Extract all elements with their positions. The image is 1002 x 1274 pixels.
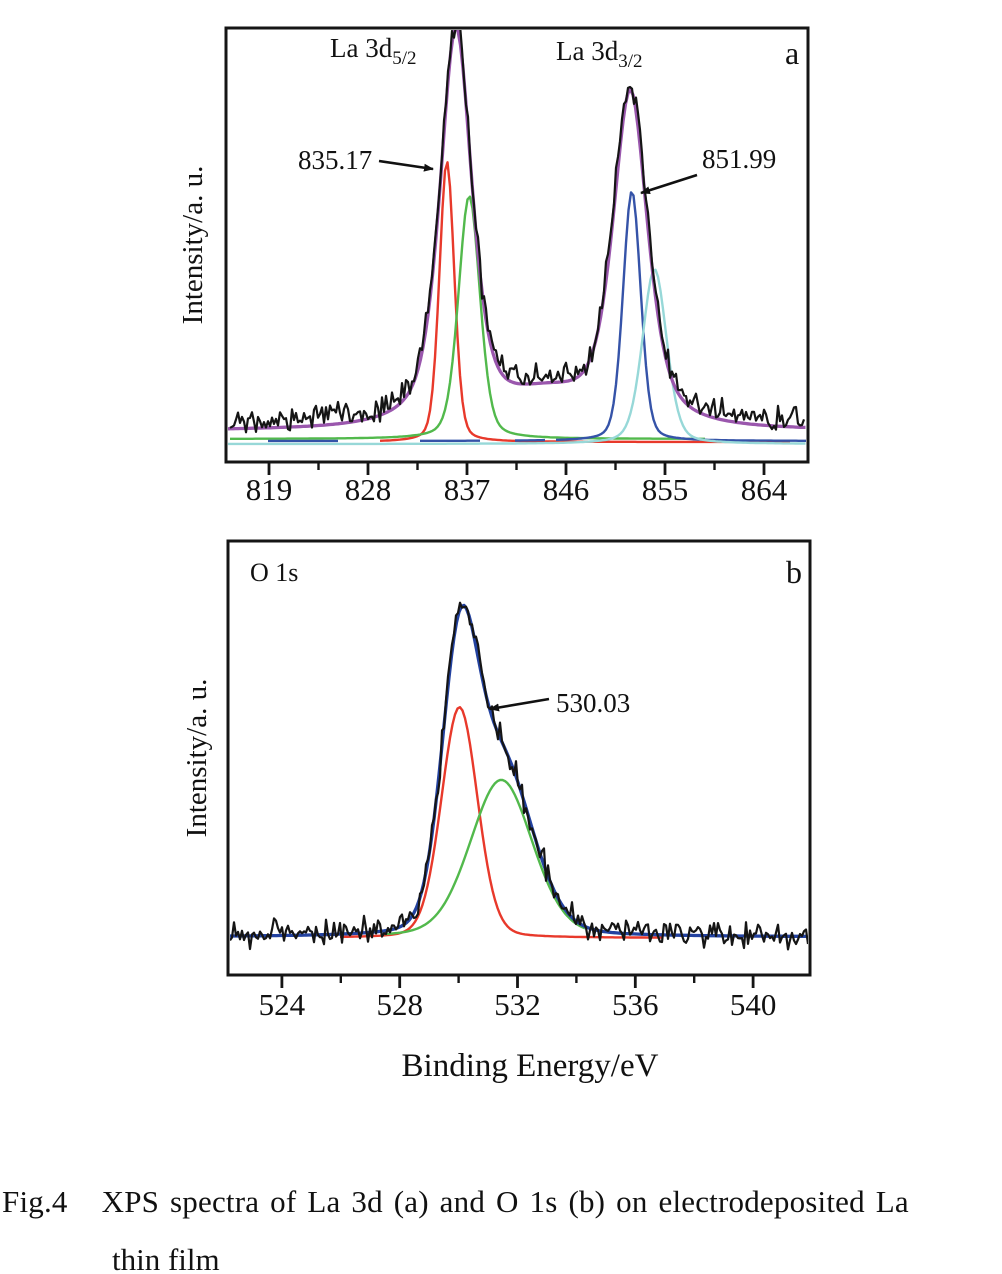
annotation-arrow-851 [640, 173, 698, 195]
figure-caption-text: XPS spectra of La 3d (a) and O 1s (b) on… [101, 1184, 909, 1219]
x-axis-label: Binding Energy/eV [402, 1048, 659, 1084]
panel-b-frame [226, 539, 812, 977]
figure-caption-line2: thin film [112, 1242, 220, 1274]
annotation-arrow-835 [378, 159, 434, 172]
panel-b-y-axis-label: Intensity/a. u. [181, 679, 213, 838]
raw-spectrum [230, 601, 808, 951]
x-tick-label: 828 [345, 472, 392, 507]
panel-b-letter: b [786, 554, 802, 590]
x-tick-label: 524 [259, 987, 306, 1022]
annotation-835-17: 835.17 [298, 145, 372, 175]
x-tick-label: 536 [612, 987, 659, 1022]
panel-a-letter: a [785, 35, 799, 71]
panel-a-frame [224, 26, 810, 464]
x-tick-label: 540 [730, 987, 777, 1022]
panel-a-plot: 819 828 837 846 855 864 Intensity/a. u. La 3d… [177, 26, 810, 507]
panel-a-x-tick-labels: 819 828 837 846 855 864 [246, 472, 788, 507]
component-La3d32-main [556, 191, 806, 442]
peak-label-la3d52: La 3d5/2 [330, 33, 417, 69]
panel-b-x-tick-labels: 524 528 532 536 540 [259, 987, 777, 1022]
raw-spectrum [229, 30, 806, 434]
panel-a-x-axis-ticks [267, 462, 766, 475]
x-tick-label: 846 [543, 472, 590, 507]
fit-envelope [228, 30, 806, 431]
x-tick-label: 528 [376, 987, 423, 1022]
x-tick-label: 864 [741, 472, 788, 507]
panel-b-x-axis-ticks [280, 975, 755, 988]
x-tick-label: 855 [642, 472, 689, 507]
x-tick-label: 532 [494, 987, 541, 1022]
peak-label-la3d32: La 3d3/2 [556, 36, 643, 72]
component-O1s-adsorbed [384, 778, 586, 936]
annotation-530-03: 530.03 [556, 688, 630, 718]
x-tick-label: 837 [444, 472, 491, 507]
component-La3d52-main [379, 161, 790, 444]
region-label-o1s: O 1s [250, 558, 298, 587]
component-La3d52-satellite [230, 195, 705, 440]
panel-b-plot: 524 528 532 536 540 Intensity/a. u. O 1s b 5… [181, 539, 812, 1084]
annotation-851-99: 851.99 [702, 144, 776, 174]
panel-b-curves [230, 601, 808, 951]
figure-caption: Fig.4 XPS spectra of La 3d (a) and O 1s (… [2, 1184, 1000, 1220]
figure-caption-number: Fig.4 [2, 1184, 68, 1219]
annotation-arrow-530 [489, 697, 550, 712]
panel-a-y-axis-label: Intensity/a. u. [177, 166, 209, 325]
x-tick-label: 819 [246, 472, 293, 507]
panel-a-curves [228, 30, 806, 446]
component-La3d32-satellite [228, 268, 806, 446]
